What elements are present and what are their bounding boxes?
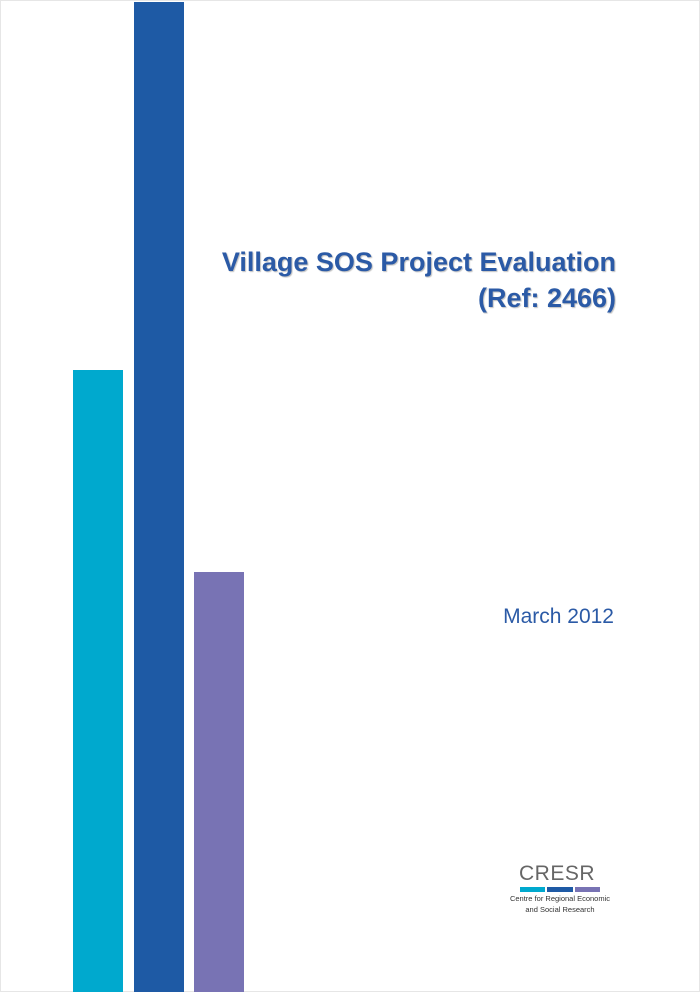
logo-stripe-blue <box>547 887 573 892</box>
decorative-bar-purple <box>194 572 244 992</box>
title-line-1: Village SOS Project Evaluation <box>221 247 616 277</box>
logo-wordmark: CRESR <box>519 862 596 885</box>
logo-stripes <box>520 887 600 892</box>
title-line-2: (Ref: 2466) <box>477 283 616 313</box>
document-date: March 2012 <box>503 605 614 628</box>
logo-tagline-line-2: and Social Research <box>525 905 595 914</box>
logo-stripe-cyan <box>520 887 546 892</box>
logo-tagline-line-1: Centre for Regional Economic <box>509 894 611 903</box>
decorative-bar-blue <box>134 2 184 992</box>
document-title: Village SOS Project Evaluation (Ref: 246… <box>222 244 616 316</box>
decorative-bar-cyan <box>73 370 123 992</box>
cresr-logo: CRESR Centre for Regional Economic and S… <box>507 862 627 915</box>
logo-stripe-purple <box>574 887 600 892</box>
